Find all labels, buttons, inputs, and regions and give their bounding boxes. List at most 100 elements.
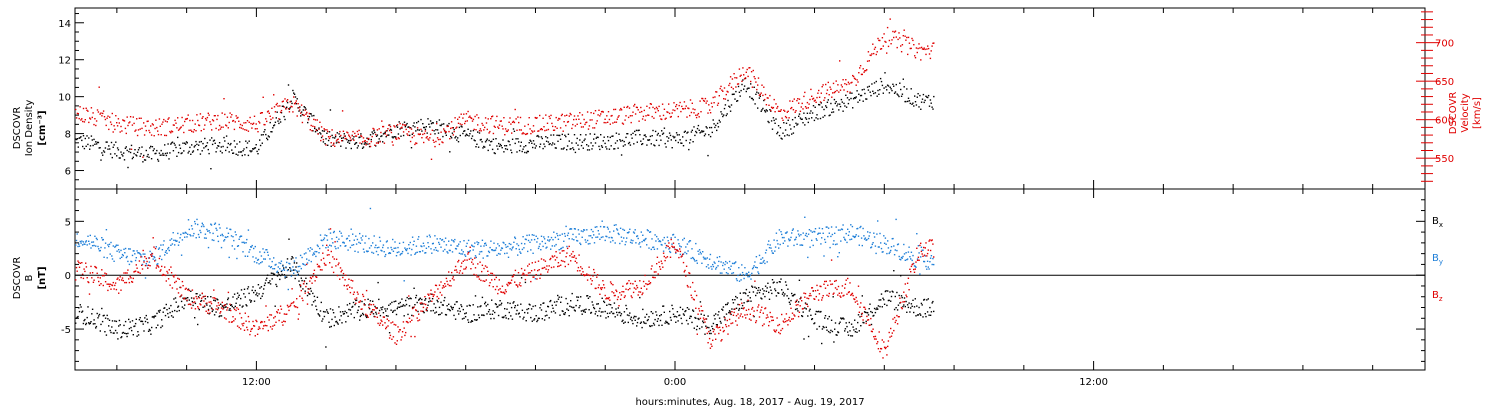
- data-point-bx: [689, 315, 692, 317]
- data-point-bz: [405, 331, 407, 334]
- data-point-bx: [784, 281, 787, 283]
- data-point-velocity: [338, 141, 340, 144]
- data-point-by: [801, 244, 803, 246]
- data-point-bx: [275, 283, 277, 286]
- data-point-bz: [118, 279, 121, 281]
- data-point-bz: [523, 273, 525, 275]
- data-point-bz: [510, 279, 513, 281]
- data-point-bz: [272, 325, 274, 327]
- data-point-bx: [425, 308, 428, 310]
- data-point-bz: [428, 294, 430, 296]
- data-point-ion-density: [329, 109, 332, 111]
- data-point-bx: [576, 296, 578, 298]
- data-point-bz: [521, 274, 524, 276]
- data-point-bz: [596, 276, 598, 278]
- data-point-by: [746, 273, 748, 275]
- data-point-bx: [626, 314, 629, 316]
- data-point-by: [286, 269, 289, 272]
- data-point-ion-density: [281, 105, 284, 107]
- data-point-by: [123, 248, 125, 250]
- data-point-bx: [119, 324, 121, 326]
- data-point-bx: [613, 312, 615, 315]
- data-point-velocity: [780, 109, 782, 111]
- data-point-by: [748, 275, 751, 278]
- data-point-ion-density: [766, 110, 768, 112]
- data-point-velocity: [517, 116, 519, 118]
- data-point-bx: [212, 309, 214, 311]
- data-point-bx: [260, 297, 262, 300]
- data-point-by: [581, 236, 583, 238]
- data-point-bx: [489, 313, 491, 315]
- data-point-bz: [210, 301, 212, 303]
- data-point-by: [111, 258, 114, 260]
- data-point-ion-density: [253, 147, 256, 149]
- data-point-by: [324, 234, 326, 236]
- data-point-ion-density: [917, 93, 919, 95]
- data-point-bz: [193, 297, 195, 299]
- data-point-bx: [484, 303, 486, 305]
- data-point-bz: [428, 297, 431, 299]
- data-point-bz: [616, 290, 618, 293]
- data-point-bx: [375, 313, 378, 315]
- data-point-bz: [81, 273, 84, 275]
- data-point-ion-density: [822, 116, 824, 118]
- data-point-bx: [619, 311, 621, 314]
- data-point-bx: [132, 334, 134, 336]
- data-point-ion-density: [536, 135, 538, 137]
- data-point-by: [86, 244, 88, 246]
- data-point-velocity: [154, 127, 156, 130]
- data-point-bx: [599, 315, 602, 317]
- data-point-by: [455, 248, 458, 250]
- data-point-velocity: [82, 107, 85, 110]
- data-point-bx: [170, 304, 172, 307]
- data-point-by: [933, 263, 935, 266]
- data-point-velocity: [393, 125, 395, 127]
- data-point-by: [346, 237, 349, 240]
- data-point-bz: [230, 309, 232, 312]
- data-point-by: [803, 238, 805, 240]
- data-point-bz: [412, 315, 415, 317]
- data-point-velocity: [186, 117, 188, 120]
- data-point-bz: [395, 343, 398, 345]
- data-point-bz: [421, 310, 424, 312]
- data-point-velocity: [175, 122, 177, 124]
- data-point-ion-density: [332, 136, 334, 139]
- data-point-bz: [409, 321, 411, 323]
- data-point-by: [920, 256, 922, 258]
- data-point-velocity: [672, 109, 674, 111]
- data-point-bz: [494, 278, 496, 281]
- data-point-by: [411, 236, 414, 238]
- data-point-by: [362, 235, 364, 237]
- data-point-velocity: [679, 101, 681, 104]
- data-point-by: [745, 272, 748, 275]
- data-point-by: [721, 272, 723, 274]
- data-point-bx: [283, 274, 286, 276]
- data-point-bx: [627, 321, 629, 324]
- data-point-ion-density: [549, 143, 551, 145]
- data-point-bz: [160, 269, 162, 271]
- data-point-by: [220, 234, 222, 237]
- data-point-by: [195, 237, 197, 239]
- data-point-velocity: [695, 114, 697, 116]
- data-point-velocity: [823, 99, 825, 101]
- data-point-ion-density: [562, 148, 564, 150]
- data-point-bz: [299, 284, 302, 287]
- data-point-by: [403, 280, 405, 282]
- data-point-bz: [108, 283, 110, 285]
- data-point-ion-density: [860, 94, 863, 97]
- data-point-ion-density: [237, 154, 239, 156]
- data-point-ion-density: [831, 111, 833, 114]
- data-point-velocity: [389, 125, 392, 128]
- data-point-by: [760, 258, 762, 260]
- data-point-velocity: [109, 121, 112, 123]
- data-point-by: [640, 231, 642, 233]
- data-point-ion-density: [513, 130, 516, 132]
- data-point-velocity: [532, 131, 534, 133]
- data-point-ion-density: [759, 95, 761, 97]
- data-point-velocity: [716, 104, 719, 106]
- data-point-by: [175, 240, 177, 242]
- data-point-by: [389, 252, 392, 254]
- data-point-velocity: [788, 117, 790, 119]
- data-point-ion-density: [109, 148, 111, 150]
- data-point-ion-density: [423, 126, 426, 129]
